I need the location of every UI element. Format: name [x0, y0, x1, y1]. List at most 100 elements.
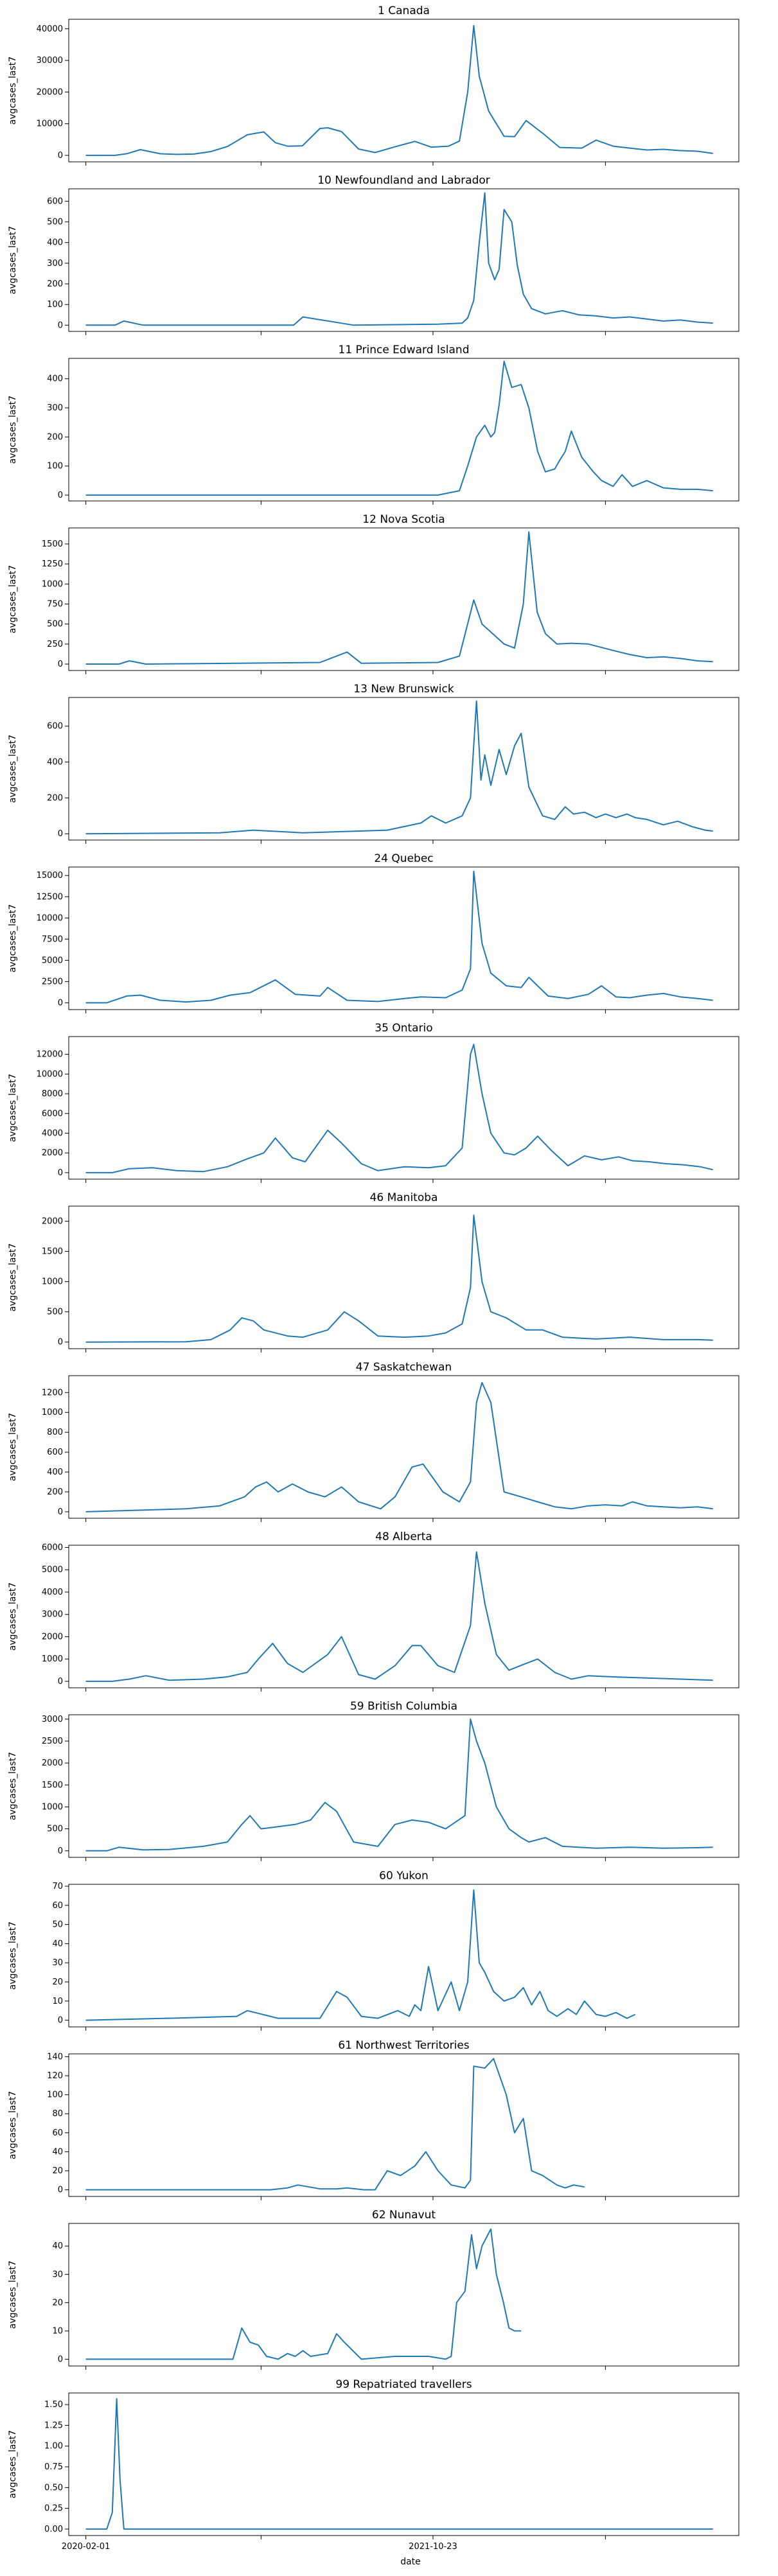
- y-axis-label: avgcases_last7: [8, 57, 18, 125]
- axes-frame: [68, 1884, 739, 2028]
- y-tick-label: 0.25: [44, 2504, 63, 2514]
- y-tick-label: 0: [58, 491, 63, 500]
- y-tick-label: 40: [52, 1939, 63, 1949]
- subplot: 1 Canada avgcases_last7 0 10000 20000 30000 40…: [8, 4, 739, 166]
- y-axis-label: avgcases_last7: [8, 2430, 18, 2498]
- axes-frame: [68, 1205, 739, 1349]
- subplot: 12 Nova Scotia avgcases_last7 0 250 500 750 10…: [8, 513, 739, 674]
- series-line: [85, 531, 713, 665]
- subplot: 99 Repatriated travellers avgcases_last7 0…: [8, 2378, 739, 2552]
- y-tick-label: 10: [52, 1997, 63, 2006]
- subplot-title: 47 Saskatchewan: [356, 1361, 452, 1374]
- y-tick-label: 400: [47, 758, 63, 767]
- y-tick-label: 2500: [42, 977, 63, 986]
- y-tick-label: 1.50: [44, 2400, 63, 2410]
- y-tick-label: 1250: [42, 559, 63, 569]
- y-tick-label: 5000: [42, 1565, 63, 1575]
- y-tick-label: 1500: [42, 1780, 63, 1790]
- series-line: [85, 2398, 713, 2530]
- series-line: [85, 1718, 713, 1852]
- y-tick-label: 60: [52, 1901, 63, 1911]
- subplot-stack: 1 Canadaavgcases_last7010000200003000040…: [8, 4, 739, 2552]
- subplot-title: 35 Ontario: [375, 1022, 432, 1035]
- y-axis-label: avgcases_last7: [8, 1752, 18, 1820]
- y-tick-label: 600: [47, 1448, 63, 1457]
- subplot-title: 1 Canada: [378, 4, 430, 17]
- y-tick-label: 1000: [42, 1408, 63, 1417]
- y-tick-label: 100: [47, 300, 63, 310]
- y-tick-label: 0.75: [44, 2462, 63, 2472]
- axes-frame: [68, 697, 739, 841]
- y-tick-label: 0: [58, 320, 63, 330]
- subplot-title: 48 Alberta: [375, 1530, 432, 1543]
- series-line: [85, 1889, 636, 2021]
- y-tick-label: 0: [58, 1846, 63, 1856]
- y-tick-label: 0: [58, 660, 63, 669]
- y-tick-label: 250: [47, 640, 63, 649]
- y-axis-label: avgcases_last7: [8, 2261, 18, 2329]
- y-tick-label: 0: [58, 2186, 63, 2195]
- y-tick-label: 2000: [42, 1148, 63, 1158]
- y-tick-label: 140: [47, 2052, 63, 2062]
- axes-frame: [68, 188, 739, 332]
- subplot-title: 59 British Columbia: [350, 1700, 457, 1713]
- y-tick-label: 2000: [42, 1632, 63, 1642]
- axes-frame: [68, 2223, 739, 2367]
- subplot-title: 12 Nova Scotia: [362, 513, 445, 526]
- y-tick-label: 1500: [42, 539, 63, 549]
- y-tick-label: 60: [52, 2128, 63, 2138]
- y-axis-label: avgcases_last7: [8, 565, 18, 633]
- y-tick-label: 500: [47, 217, 63, 227]
- y-tick-label: 20: [52, 2166, 63, 2176]
- subplot: 11 Prince Edward Island avgcases_last7 0 10…: [8, 344, 739, 505]
- y-tick-label: 2000: [42, 1758, 63, 1768]
- y-tick-label: 1000: [42, 1654, 63, 1664]
- y-tick-label: 50: [52, 1920, 63, 1930]
- y-tick-label: 2000: [42, 1217, 63, 1227]
- y-tick-label: 300: [47, 259, 63, 268]
- y-tick-label: 500: [47, 1825, 63, 1834]
- axes-frame: [68, 1545, 739, 1688]
- subplot-title: 61 Northwest Territories: [338, 2039, 469, 2052]
- y-tick-label: 20: [52, 1977, 63, 1987]
- y-tick-label: 750: [47, 599, 63, 609]
- y-tick-label: 400: [47, 1468, 63, 1477]
- y-tick-label: 1000: [42, 579, 63, 589]
- x-tick-label: 2021-10-23: [409, 2542, 457, 2552]
- y-tick-label: 3000: [42, 1715, 63, 1724]
- y-axis-label: avgcases_last7: [8, 1922, 18, 1990]
- y-tick-label: 500: [47, 620, 63, 629]
- y-tick-label: 400: [47, 374, 63, 384]
- y-tick-label: 5000: [42, 956, 63, 965]
- y-tick-label: 15000: [37, 871, 63, 881]
- series-line: [85, 870, 713, 1004]
- y-tick-label: 12500: [37, 892, 63, 902]
- y-tick-label: 400: [47, 238, 63, 248]
- subplot: 46 Manitoba avgcases_last7 0 500 1000 1500 200…: [8, 1191, 739, 1353]
- y-tick-label: 1.00: [44, 2442, 63, 2451]
- y-tick-label: 800: [47, 1428, 63, 1437]
- y-tick-label: 4000: [42, 1588, 63, 1597]
- y-tick-label: 0: [58, 829, 63, 839]
- series-line: [85, 1044, 713, 1173]
- subplot-title: 13 New Brunswick: [353, 683, 454, 696]
- y-tick-label: 0: [58, 1677, 63, 1687]
- series-line: [85, 700, 713, 835]
- y-axis-label: avgcases_last7: [8, 1074, 18, 1142]
- y-tick-label: 1.25: [44, 2421, 63, 2430]
- y-tick-label: 300: [47, 403, 63, 413]
- axes-frame: [68, 2053, 739, 2197]
- y-tick-label: 4000: [42, 1128, 63, 1138]
- y-tick-label: 0: [58, 998, 63, 1008]
- subplot-title: 11 Prince Edward Island: [339, 344, 470, 356]
- subplot: 48 Alberta avgcases_last7 0 1000 2000 3000 400…: [8, 1530, 739, 1692]
- y-tick-label: 10: [52, 2326, 63, 2336]
- y-tick-label: 0.50: [44, 2483, 63, 2493]
- subplot: 62 Nunavut avgcases_last7 0 10 20 30 40: [8, 2209, 739, 2370]
- y-tick-label: 30000: [37, 56, 63, 66]
- y-axis-label: avgcases_last7: [8, 226, 18, 294]
- y-axis-label: avgcases_last7: [8, 1413, 18, 1481]
- axes-frame: [68, 19, 739, 162]
- axes-frame: [68, 1375, 739, 1519]
